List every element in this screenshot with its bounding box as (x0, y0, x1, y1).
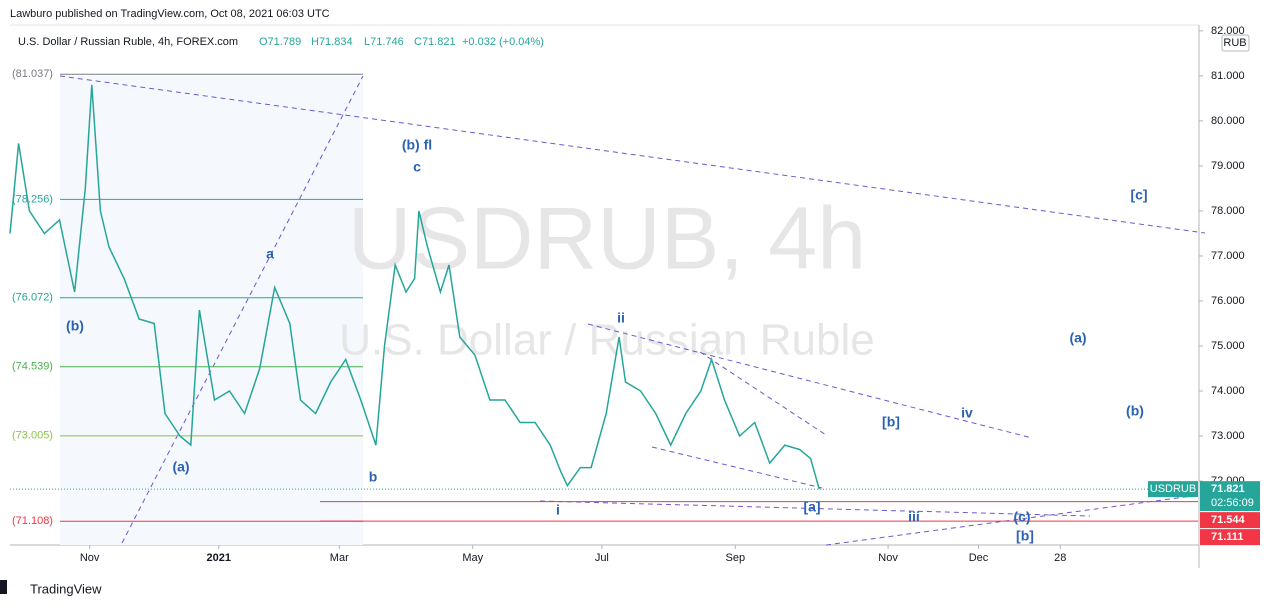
wave-label: a (266, 246, 274, 262)
price-line (9, 84, 820, 490)
y-tick-label: 81.000 (1211, 70, 1245, 82)
wave-label: iii (908, 509, 920, 525)
trend-line (699, 351, 827, 436)
trend-line (587, 323, 1033, 439)
wave-label: (a) (172, 459, 189, 475)
change: +0.032 (+0.04%) (462, 36, 544, 48)
trend-line (651, 446, 823, 489)
y-tick-label: 76.000 (1211, 295, 1245, 307)
price-tag (1200, 481, 1260, 512)
fib-label: (81.037) (12, 68, 53, 80)
x-tick-label: 28 (1054, 552, 1066, 564)
price-tag (1200, 529, 1260, 546)
currency-box[interactable] (1221, 34, 1250, 52)
wave-label: (a) (1069, 330, 1086, 346)
wave-label: (b) fl (402, 137, 432, 153)
x-tick-label: Nov (80, 552, 100, 564)
fib-label: (78.256) (12, 193, 53, 205)
price-tag-label: 71.544 (1211, 514, 1246, 526)
currency[interactable]: RUB (1223, 37, 1246, 49)
y-tick-label: 78.000 (1211, 205, 1245, 217)
trend-line (59, 75, 1206, 234)
y-tick-label: 80.000 (1211, 115, 1245, 127)
brand: TradingView (30, 581, 102, 596)
legend-row: U.S. Dollar / Russian Ruble, 4h, FOREX.c… (18, 36, 544, 48)
logo-mark (0, 580, 7, 594)
watermark-description: U.S. Dollar / Russian Ruble (339, 316, 875, 365)
y-tick-label: 73.000 (1211, 430, 1245, 442)
wave-label: [b] (1016, 528, 1034, 544)
low: L71.746 (364, 36, 404, 48)
symbol-tag (1148, 481, 1198, 498)
wave-label: (c) (1013, 509, 1030, 525)
fib-label: (74.539) (12, 361, 53, 373)
symbol-tag-label: USDRUB (1150, 483, 1196, 495)
trend-lines (59, 75, 1206, 546)
y-tick-label: 74.000 (1211, 385, 1245, 397)
trend-line (539, 500, 1091, 517)
y-tick-label: 75.000 (1211, 340, 1245, 352)
x-tick-label: Nov (878, 552, 898, 564)
x-tick-label: Dec (969, 552, 989, 564)
y-tick-label: 82.000 (1211, 25, 1245, 37)
x-tick-label: Sep (725, 552, 745, 564)
x-tick-label: Jul (595, 552, 609, 564)
y-tick-label: 77.000 (1211, 250, 1245, 262)
open: O71.789 (259, 36, 301, 48)
price-tag-label: 71.821 (1211, 483, 1245, 495)
x-tick-label: 2021 (207, 552, 231, 564)
fib-label: (71.108) (12, 515, 53, 527)
wave-label: [c] (1130, 187, 1147, 203)
countdown: 02:56:09 (1211, 497, 1254, 509)
wave-label: i (556, 502, 560, 518)
wave-label: (b) (1126, 403, 1144, 419)
fib-label: (76.072) (12, 292, 53, 304)
price-tag-label: 71.111 (1211, 531, 1243, 543)
wave-label: (b) (66, 318, 84, 334)
fib-background (60, 76, 363, 545)
wave-label: [b] (882, 414, 900, 430)
wave-label: [a] (803, 499, 820, 515)
x-tick-label: May (462, 552, 483, 564)
y-tick-label: 79.000 (1211, 160, 1245, 172)
price-tag (1200, 512, 1260, 529)
wave-label: b (369, 469, 378, 485)
trend-line (121, 75, 364, 544)
wave-label: c (413, 159, 421, 175)
wave-label: iv (961, 405, 973, 421)
symbol: U.S. Dollar / Russian Ruble, 4h, FOREX.c… (18, 36, 238, 48)
high: H71.834 (311, 36, 353, 48)
wave-label: ii (617, 310, 625, 326)
published-note: Lawburo published on TradingView.com, Oc… (10, 8, 330, 20)
x-tick-label: Mar (330, 552, 349, 564)
close: C71.821 (414, 36, 456, 48)
fib-label: (73.005) (12, 430, 53, 442)
